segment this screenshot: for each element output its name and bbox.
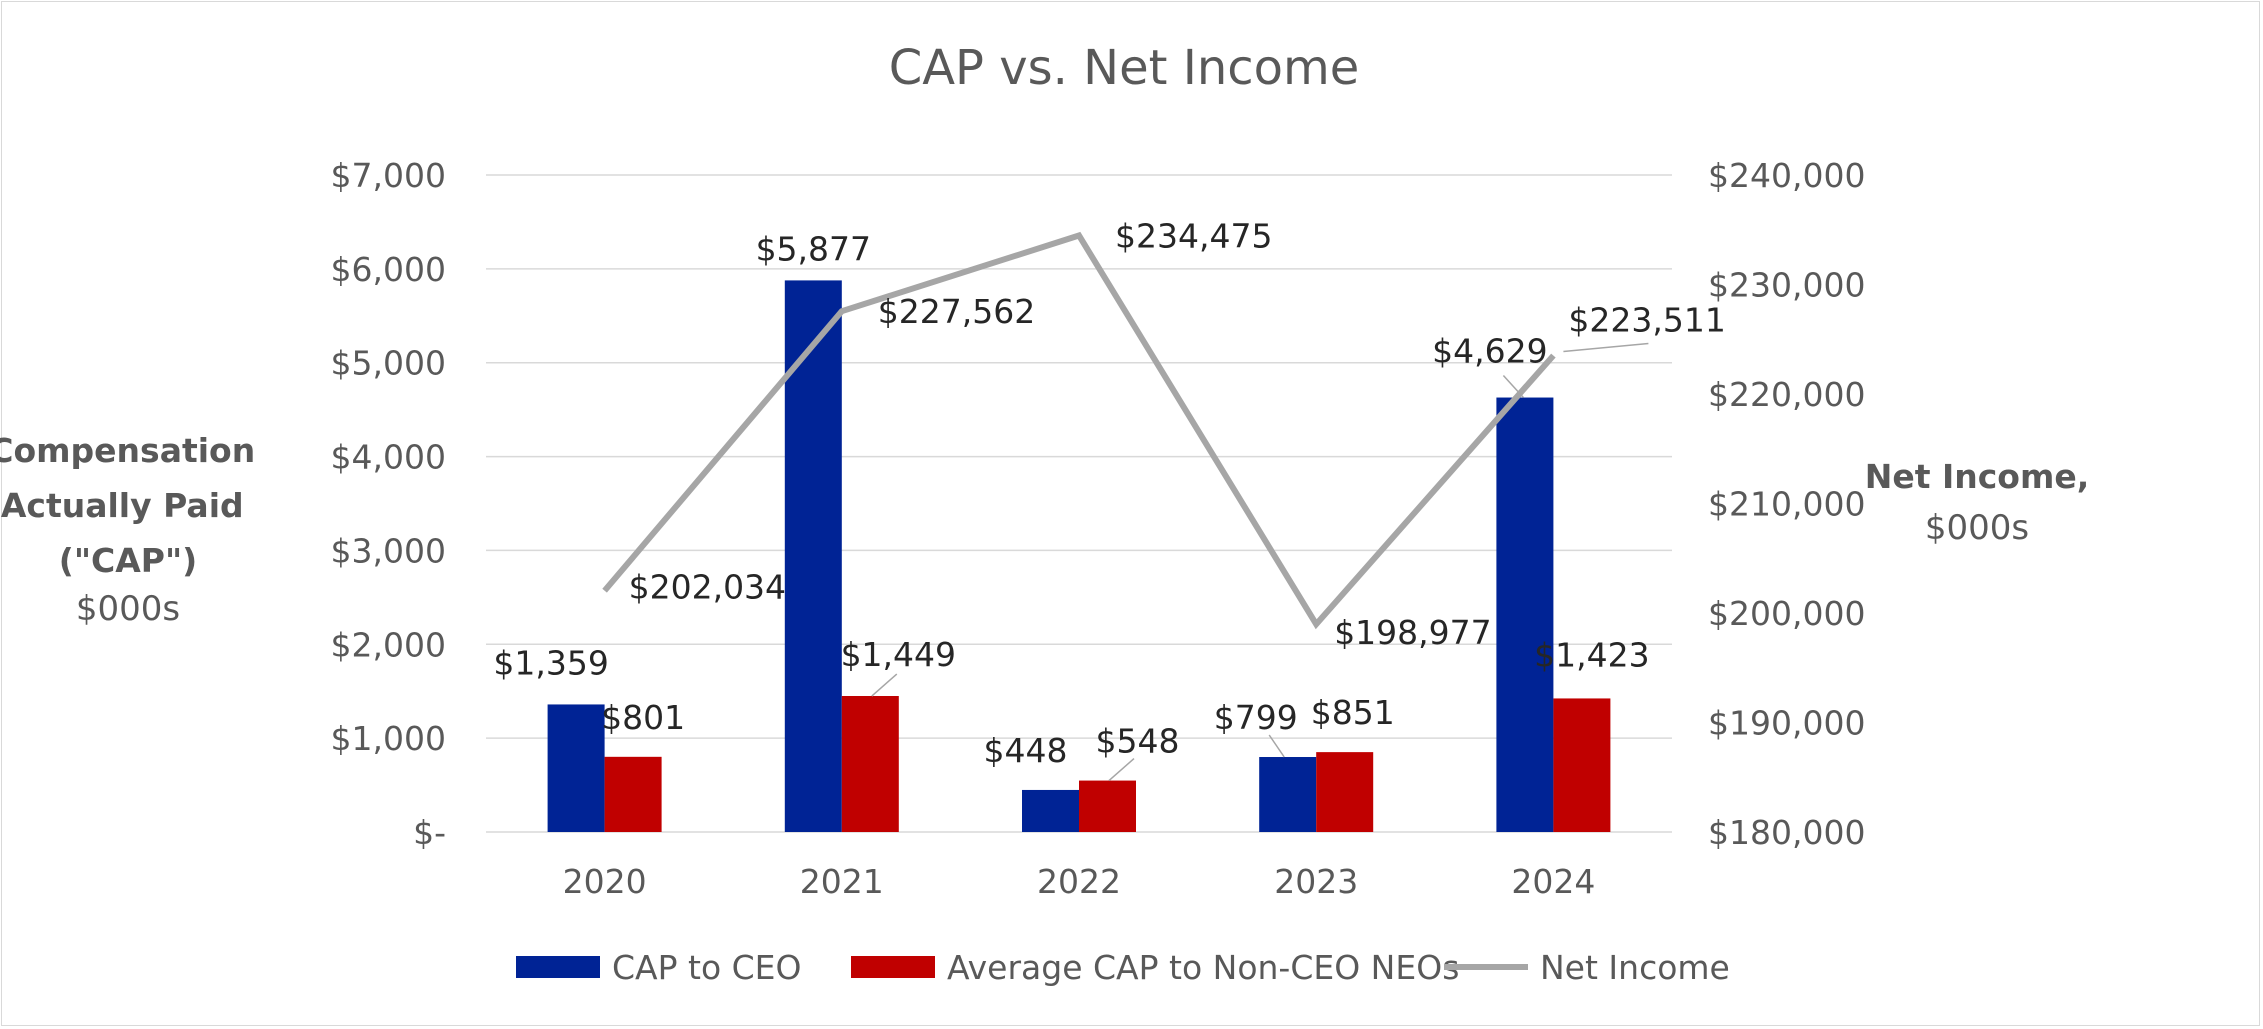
right-tick-label: $180,000: [1708, 813, 1865, 852]
left-axis-title: Compensation Actually Paid ("CAP"): [0, 431, 267, 580]
data-label-cap-to-ceo: $1,359: [493, 643, 608, 682]
bar-cap-to-ceo-2020: [547, 704, 605, 832]
data-labels: $1,359 $801 $5,877 $1,449 $448 $548 $799 $851 $4…: [493, 216, 1726, 782]
data-label-cap-to-ceo: $4,629: [1432, 332, 1547, 371]
data-label-net-income: $223,511: [1568, 301, 1725, 340]
data-label-cap-to-ceo: $5,877: [756, 229, 871, 268]
right-tick-label: $200,000: [1708, 594, 1865, 633]
label-leader-line: [1268, 734, 1285, 758]
left-axis-title-line-1: Compensation: [0, 431, 255, 470]
data-label-avg-cap-non-ceo: $548: [1096, 722, 1180, 761]
bar-avg-cap-non-ceo-2024: [1553, 698, 1611, 832]
bar-avg-cap-non-ceo-2023: [1316, 752, 1374, 832]
label-leader-line: [1563, 342, 1649, 353]
net-income-line: [602, 231, 1556, 630]
net-income-polyline: [602, 231, 1556, 630]
left-tick-label: $2,000: [331, 625, 446, 664]
bar-cap-to-ceo-2023: [1259, 757, 1317, 832]
left-tick-label: $5,000: [331, 344, 446, 383]
legend-net-income-label: Net Income: [1540, 948, 1730, 987]
left-tick-label: $1,000: [331, 719, 446, 758]
legend-cap-to-ceo-label: CAP to CEO: [612, 948, 802, 987]
data-label-avg-cap-non-ceo: $851: [1311, 693, 1395, 732]
data-label-net-income: $198,977: [1334, 613, 1491, 652]
data-label-net-income: $202,034: [629, 568, 786, 607]
x-tick-label: 2024: [1511, 862, 1595, 901]
data-label-cap-to-ceo: $448: [984, 731, 1068, 770]
bar-avg-cap-non-ceo-2022: [1079, 780, 1136, 832]
x-tick-label: 2023: [1274, 862, 1358, 901]
bar-avg-cap-non-ceo-2020: [604, 756, 662, 832]
gridlines: [486, 174, 1672, 833]
left-axis-ticks: $- $1,000 $2,000 $3,000 $4,000 $5,000 $6,000 $7…: [331, 156, 446, 852]
label-leader-line: [871, 673, 898, 697]
legend-cap-to-ceo-swatch: [516, 956, 600, 978]
right-axis-ticks: $180,000 $190,000 $200,000 $210,000 $220,000…: [1708, 156, 1865, 852]
right-axis-unit: $000s: [1925, 508, 2029, 548]
left-tick-label: $4,000: [331, 438, 446, 477]
legend: CAP to CEO Average CAP to Non-CEO NEOs Net…: [516, 948, 1730, 987]
left-tick-label: $3,000: [331, 531, 446, 570]
right-tick-label: $220,000: [1708, 375, 1865, 414]
data-label-avg-cap-non-ceo: $1,449: [841, 635, 956, 674]
right-axis-title: Net Income,: [1865, 457, 2090, 496]
left-axis-title-line-2: Actually Paid: [1, 486, 244, 525]
bar-cap-to-ceo-2024: [1496, 397, 1554, 832]
right-tick-label: $190,000: [1708, 704, 1865, 743]
legend-avg-cap-non-ceo-label: Average CAP to Non-CEO NEOs: [947, 948, 1459, 987]
label-leader-line: [1502, 375, 1524, 399]
left-tick-label: $-: [413, 813, 446, 852]
x-axis-labels: 2020 2021 2022 2023 2024: [563, 862, 1596, 901]
bar-cap-to-ceo-2022: [1022, 789, 1079, 832]
bar-series: [547, 280, 1611, 832]
data-label-avg-cap-non-ceo: $1,423: [1534, 635, 1649, 674]
left-tick-label: $6,000: [331, 250, 446, 289]
data-label-avg-cap-non-ceo: $801: [601, 698, 685, 737]
x-tick-label: 2021: [800, 862, 884, 901]
bar-cap-to-ceo-2021: [784, 280, 842, 832]
bar-avg-cap-non-ceo-2021: [841, 696, 899, 832]
label-leader-line: [1108, 758, 1135, 782]
data-label-cap-to-ceo: $799: [1214, 698, 1298, 737]
left-axis-title-line-3: ("CAP"): [59, 541, 198, 580]
left-tick-label: $7,000: [331, 156, 446, 195]
right-tick-label: $210,000: [1708, 485, 1865, 524]
right-tick-label: $230,000: [1708, 266, 1865, 305]
data-label-net-income: $234,475: [1115, 216, 1272, 255]
legend-avg-cap-non-ceo-swatch: [851, 956, 935, 978]
data-label-net-income: $227,562: [878, 292, 1035, 331]
x-tick-label: 2020: [563, 862, 647, 901]
right-tick-label: $240,000: [1708, 156, 1865, 195]
left-axis-unit: $000s: [76, 589, 180, 629]
x-tick-label: 2022: [1037, 862, 1121, 901]
chart-title: CAP vs. Net Income: [889, 40, 1360, 96]
